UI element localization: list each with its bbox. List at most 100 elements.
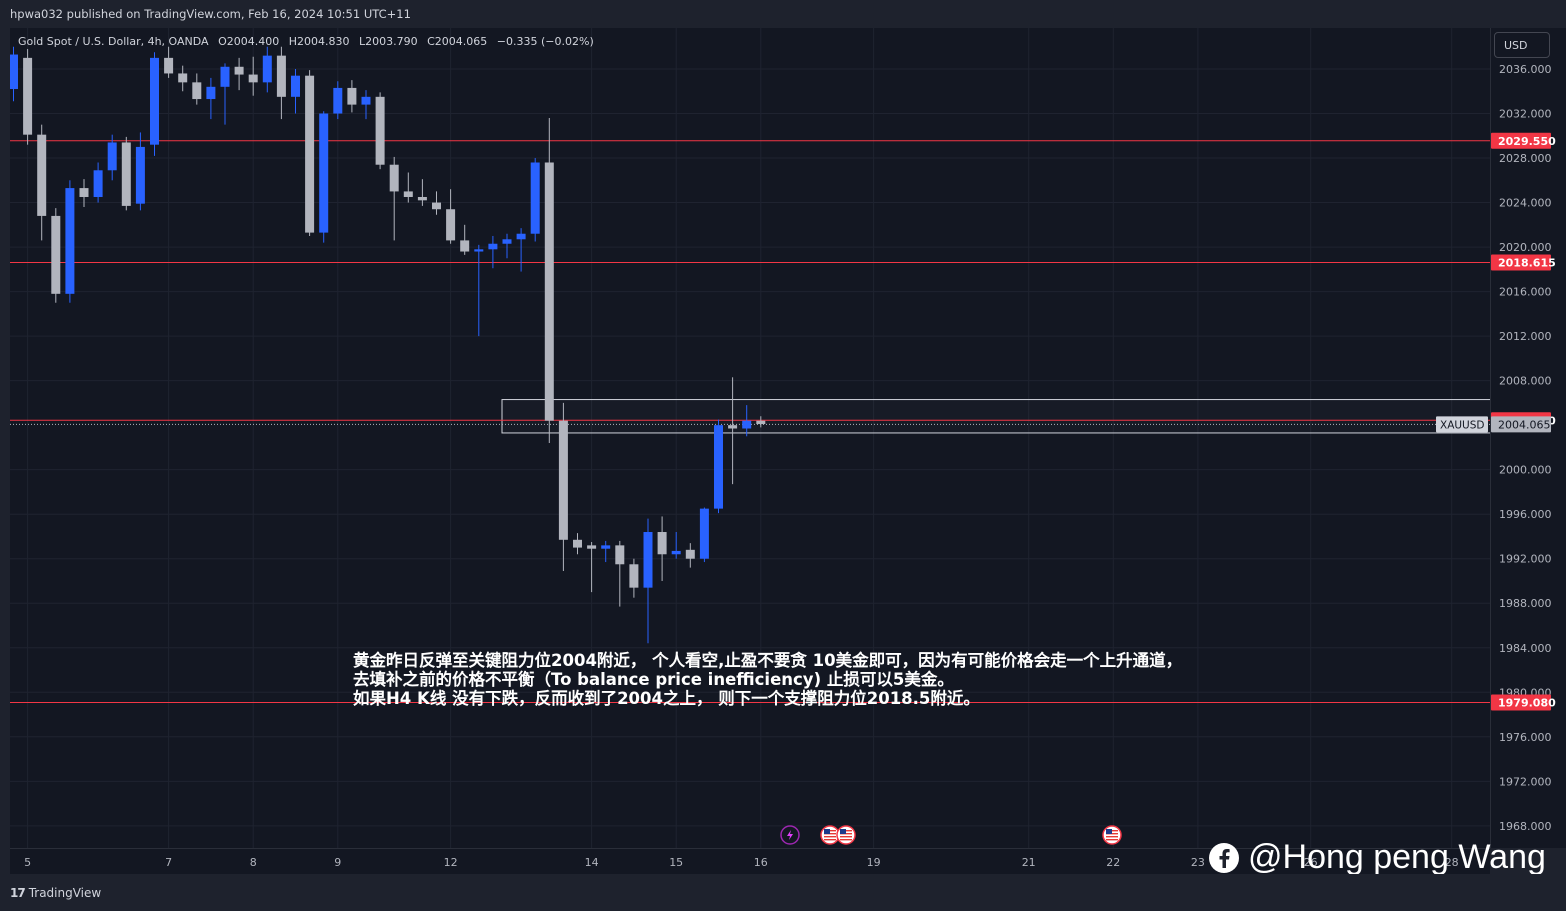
candle[interactable] — [516, 228, 526, 272]
candlestick-chart[interactable]: XAUUSD — [10, 28, 1490, 848]
level-price-label: 1979.080 — [1498, 697, 1556, 710]
candle[interactable] — [558, 402, 568, 571]
us-flag-icon[interactable] — [836, 825, 856, 845]
candle[interactable] — [671, 532, 681, 559]
candle-body — [164, 57, 174, 74]
candle-body — [403, 191, 413, 197]
candle[interactable] — [51, 208, 61, 303]
legend-symbol[interactable]: Gold Spot / U.S. Dollar, 4h, OANDA — [18, 35, 209, 48]
candle-body — [220, 66, 230, 87]
price-tick-label: 1988.000 — [1499, 597, 1552, 610]
candle[interactable] — [375, 92, 385, 170]
annotation-line-3: 如果H4 K线 没有下跌，反而收到了2004之上， 则下一个支撑阻力位2018.… — [353, 689, 980, 708]
candle[interactable] — [389, 156, 399, 241]
candle[interactable] — [291, 69, 300, 114]
candle[interactable] — [615, 540, 625, 607]
price-axis[interactable]: 2036.000 2032.000 2028.000 2024.000 2020.000… — [1491, 28, 1566, 848]
candle-body — [558, 420, 568, 540]
candle-body — [601, 545, 611, 549]
candle-body — [333, 87, 343, 114]
candle[interactable] — [685, 543, 695, 568]
candle[interactable] — [107, 134, 117, 181]
symbol-price-tag: XAUUSD — [1436, 416, 1488, 433]
symbol-legend[interactable]: Gold Spot / U.S. Dollar, 4h, OANDA O2004… — [18, 35, 600, 48]
candle[interactable] — [206, 77, 216, 120]
candle[interactable] — [699, 507, 709, 563]
candle[interactable] — [150, 52, 159, 156]
candle[interactable] — [37, 124, 47, 241]
price-tick-label: 1968.000 — [1499, 820, 1552, 833]
level-price-tag: 2029.550 — [1491, 132, 1556, 149]
candle[interactable] — [361, 90, 371, 120]
candle[interactable] — [742, 405, 752, 437]
candle[interactable] — [573, 533, 582, 555]
candle[interactable] — [262, 46, 272, 93]
candle[interactable] — [220, 63, 230, 125]
candle[interactable] — [276, 46, 286, 120]
candle[interactable] — [544, 117, 554, 443]
candle-body — [714, 425, 723, 509]
candle-body — [135, 146, 145, 204]
candle[interactable] — [446, 189, 456, 244]
candle-body — [699, 508, 709, 559]
candle[interactable] — [135, 132, 145, 211]
candle[interactable] — [728, 377, 738, 485]
candle[interactable] — [23, 48, 33, 145]
candle[interactable] — [319, 111, 329, 243]
candle-body — [121, 142, 131, 206]
chart-area[interactable]: XAUUSD — [10, 28, 1491, 848]
price-tick-label: 1984.000 — [1499, 642, 1552, 655]
candle[interactable] — [305, 70, 315, 236]
us-flag-icon[interactable] — [1102, 825, 1122, 845]
price-imbalance-zone[interactable] — [501, 399, 1490, 434]
candle[interactable] — [234, 57, 244, 91]
candle[interactable] — [248, 56, 258, 96]
candle[interactable] — [65, 180, 75, 303]
candle-body — [93, 170, 103, 197]
candle[interactable] — [488, 235, 498, 269]
candle[interactable] — [714, 419, 723, 514]
time-axis-svg: 5 7 8 9 12 14 15 16 19 21 22 23 26 28 — [24, 856, 1459, 869]
candle[interactable] — [164, 46, 174, 78]
tradingview-brand[interactable]: 17 TradingView — [10, 886, 101, 900]
candle-body — [516, 233, 526, 240]
time-axis[interactable]: 5 7 8 9 12 14 15 16 19 21 22 23 26 28 — [10, 848, 1490, 875]
legend-close: C2004.065 — [427, 35, 488, 48]
candle[interactable] — [403, 172, 413, 203]
candle[interactable] — [192, 73, 202, 105]
candle[interactable] — [79, 179, 89, 208]
left-strip — [0, 28, 10, 874]
grid — [10, 28, 1490, 848]
candle[interactable] — [587, 542, 597, 593]
candle[interactable] — [10, 46, 18, 102]
candle[interactable] — [347, 80, 357, 113]
watermark: @Hong peng Wang — [1208, 838, 1546, 877]
candle[interactable] — [474, 244, 484, 337]
candle[interactable] — [756, 416, 766, 428]
price-tick-label: 2028.000 — [1499, 152, 1552, 165]
candle[interactable] — [121, 136, 131, 211]
candle-body — [530, 162, 540, 234]
us-flag-icon[interactable] — [820, 825, 840, 845]
candle[interactable] — [417, 179, 427, 206]
candle-body — [79, 188, 89, 197]
price-tick-label: 1992.000 — [1499, 553, 1552, 566]
price-tick-label: 2008.000 — [1499, 375, 1552, 388]
candle-body — [192, 82, 202, 100]
candle[interactable] — [657, 516, 667, 581]
candle-body — [23, 57, 33, 135]
candle[interactable] — [432, 191, 441, 215]
candle[interactable] — [629, 558, 639, 598]
candle-body — [375, 96, 385, 165]
candle[interactable] — [333, 81, 343, 120]
candle[interactable] — [93, 162, 103, 203]
candle[interactable] — [643, 518, 653, 644]
candle[interactable] — [460, 224, 470, 255]
candle[interactable] — [601, 540, 611, 563]
candle[interactable] — [502, 233, 512, 259]
lightning-icon[interactable] — [780, 825, 800, 845]
candle-body — [361, 96, 371, 105]
candle[interactable] — [178, 65, 188, 92]
currency-button[interactable]: USD — [1494, 32, 1550, 58]
candle[interactable] — [530, 158, 540, 242]
